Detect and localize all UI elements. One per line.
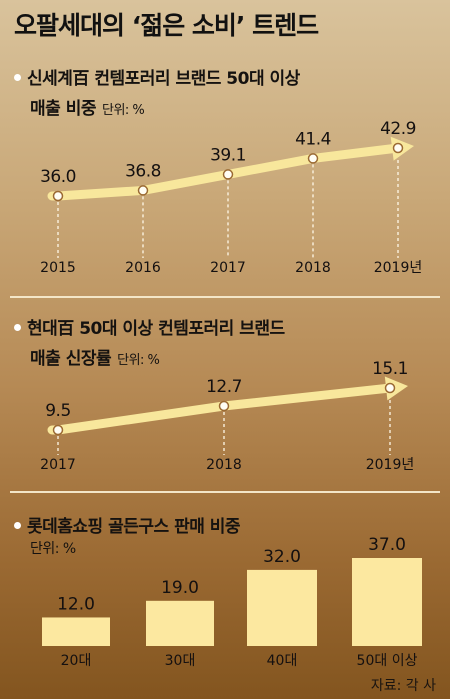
chart2-title: 현대百 50대 이상 컨템포러리 브랜드: [14, 314, 285, 339]
page-title: 오팔세대의 ‘젊은 소비’ 트렌드: [14, 11, 319, 40]
data-point: [392, 142, 404, 154]
chart2-unit: 단위: %: [117, 353, 160, 368]
x-tick-label: 2019년: [374, 260, 423, 276]
bar-value-label: 19.0: [161, 578, 199, 598]
x-tick-label: 2017: [210, 260, 246, 276]
chart1-title-line1: 신세계百 컨템포러리 브랜드 50대 이상: [27, 69, 300, 89]
x-tick-label: 2018: [206, 457, 242, 473]
data-label: 15.1: [372, 359, 408, 379]
data-point: [52, 424, 64, 436]
bullet-icon: [14, 73, 21, 81]
source-note: 자료: 각 사: [370, 678, 436, 694]
chart3-title-line1: 롯데홈쇼핑 골든구스 판매 비중: [27, 517, 241, 537]
arrow-head-icon: [384, 376, 408, 401]
data-point: [218, 400, 230, 412]
x-tick-label: 20대: [61, 653, 92, 669]
bar: [42, 617, 110, 646]
chart1-subtitle: 매출 비중 단위: %: [30, 94, 145, 119]
data-point: [137, 185, 149, 196]
x-tick-label: 50대 이상: [357, 653, 418, 669]
data-point: [307, 153, 319, 164]
x-tick-label: 2017: [40, 457, 76, 473]
section-divider-1: [10, 296, 440, 298]
data-label: 9.5: [45, 401, 71, 421]
bar-value-label: 12.0: [57, 594, 95, 614]
x-tick-label: 2015: [40, 260, 76, 276]
chart2-subtitle: 매출 신장률 단위: %: [30, 344, 160, 369]
data-point: [222, 169, 234, 180]
data-label: 41.4: [295, 129, 331, 149]
chart1-title-line2: 매출 비중: [30, 99, 96, 119]
chart2-title-line1: 현대百 50대 이상 컨템포러리 브랜드: [27, 319, 285, 339]
bullet-icon: [14, 323, 21, 331]
bar-value-label: 32.0: [263, 547, 301, 567]
data-point: [384, 382, 396, 394]
x-tick-label: 30대: [165, 653, 196, 669]
section-divider-2: [10, 491, 440, 493]
chart1-unit: 단위: %: [101, 103, 145, 118]
x-tick-label: 2016: [125, 260, 161, 276]
chart1-title: 신세계百 컨템포러리 브랜드 50대 이상: [14, 64, 300, 89]
chart3-unit: 단위: %: [30, 541, 76, 557]
x-tick-label: 2018: [295, 260, 331, 276]
x-tick-label: 2019년: [366, 457, 415, 473]
bar: [146, 600, 214, 646]
data-label: 39.1: [210, 145, 246, 165]
bar: [247, 569, 317, 646]
bar-value-label: 37.0: [368, 535, 406, 555]
data-label: 42.9: [380, 119, 416, 139]
x-tick-label: 40대: [267, 653, 298, 669]
data-point: [52, 190, 64, 202]
bullet-icon: [14, 521, 21, 529]
data-label: 36.0: [40, 167, 76, 187]
chart3-title: 롯데홈쇼핑 골든구스 판매 비중: [14, 512, 241, 537]
bar: [352, 558, 422, 646]
chart2-title-line2: 매출 신장률: [30, 349, 112, 369]
data-label: 12.7: [206, 377, 242, 397]
data-label: 36.8: [125, 161, 161, 181]
